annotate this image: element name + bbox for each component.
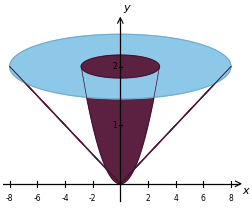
Text: -2: -2: [89, 194, 97, 203]
Polygon shape: [81, 55, 160, 78]
Polygon shape: [10, 67, 120, 184]
Text: -8: -8: [6, 194, 13, 203]
Text: y: y: [123, 3, 130, 13]
Text: 2: 2: [146, 194, 150, 203]
Polygon shape: [81, 67, 160, 184]
Text: 6: 6: [201, 194, 206, 203]
Text: -4: -4: [61, 194, 69, 203]
Text: 1: 1: [112, 121, 117, 130]
Polygon shape: [120, 67, 231, 184]
Text: 4: 4: [173, 194, 178, 203]
Text: x: x: [243, 186, 249, 196]
Polygon shape: [81, 55, 160, 78]
Text: 2: 2: [112, 62, 117, 71]
Text: -6: -6: [34, 194, 41, 203]
Polygon shape: [10, 34, 231, 99]
Text: 8: 8: [229, 194, 233, 203]
